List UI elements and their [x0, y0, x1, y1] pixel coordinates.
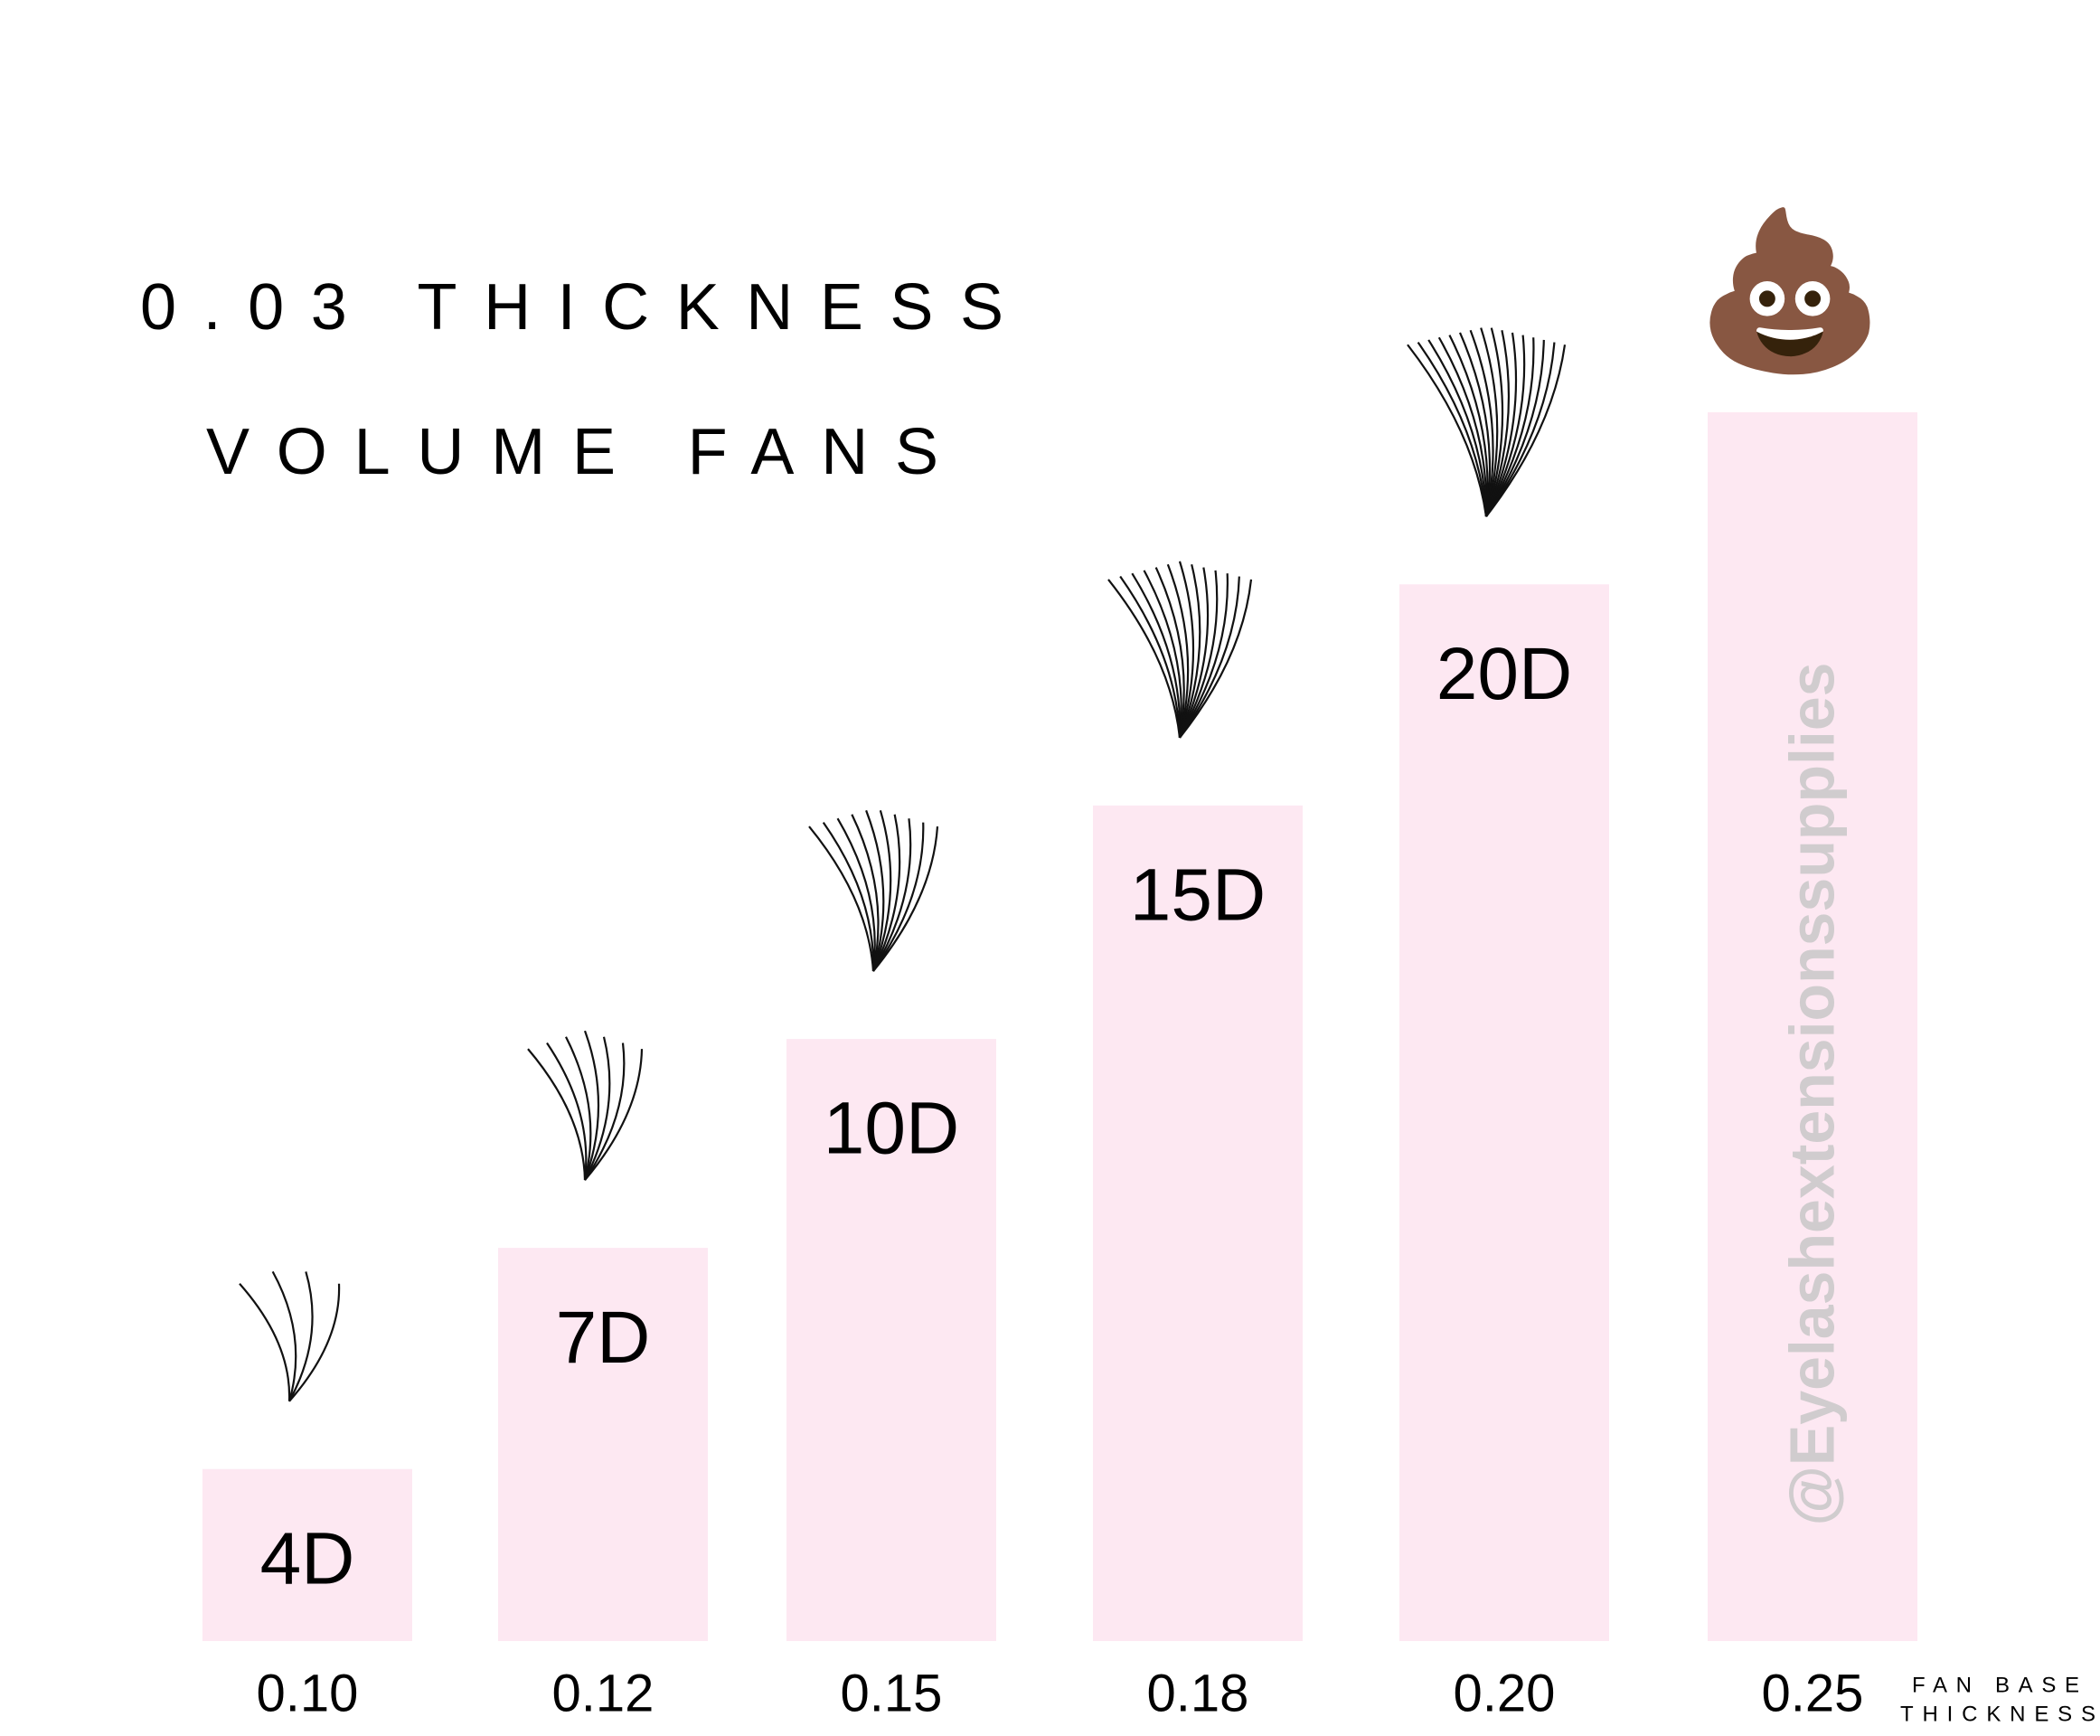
fan-label: 4D: [260, 1517, 355, 1599]
lash: [1469, 329, 1494, 517]
lash: [1448, 335, 1489, 517]
lash: [822, 822, 875, 972]
fan-label: 7D: [556, 1297, 651, 1379]
lash: [271, 1270, 297, 1402]
lash: [1119, 575, 1182, 738]
lash: [1427, 339, 1488, 517]
lash: [1178, 561, 1195, 739]
lash: [1179, 576, 1240, 739]
x-tick-label: 0.20: [1454, 1664, 1556, 1722]
lash: [565, 1036, 592, 1181]
lash: [872, 822, 925, 972]
lash: [1166, 563, 1190, 739]
lash: [1131, 572, 1182, 738]
lash: [872, 814, 901, 972]
lash: [836, 817, 876, 972]
lash: [1480, 327, 1499, 517]
top-icon: 💩: [1694, 203, 1886, 378]
watermark: @Eyelashextensionssupplies: [1776, 663, 1847, 1526]
lash: [1485, 344, 1567, 517]
lash: [1437, 336, 1488, 517]
x-tick-label: 0.12: [552, 1664, 654, 1722]
lash: [1484, 332, 1518, 517]
lash: [583, 1030, 600, 1181]
bar: [1708, 412, 1917, 1641]
bar: [1399, 584, 1609, 1641]
lash: [1484, 327, 1504, 517]
chart-title: 0.03 THICKNESS: [140, 271, 1003, 344]
lash: [584, 1049, 644, 1181]
bar: [202, 1468, 412, 1641]
bar: [498, 1248, 708, 1641]
lash: [584, 1036, 611, 1181]
lash: [851, 814, 880, 972]
lash: [1143, 570, 1182, 739]
lash: [1484, 330, 1511, 517]
lash: [872, 818, 912, 972]
x-tick-label: 0.25: [1762, 1664, 1864, 1722]
chart-title: VOLUME FANS: [206, 416, 938, 488]
lash: [1178, 567, 1210, 739]
x-axis-label: THICKNESS: [1900, 1702, 2095, 1726]
lash: [1417, 341, 1488, 517]
x-tick-label: 0.15: [841, 1664, 943, 1722]
lash: [1154, 567, 1185, 739]
lash: [1485, 342, 1556, 517]
bar: [786, 1039, 996, 1641]
bar: [1093, 805, 1303, 1641]
fan-label: 20D: [1436, 633, 1572, 715]
lash: [527, 1048, 587, 1181]
fan-label: 10D: [824, 1088, 959, 1170]
lash: [1179, 570, 1219, 739]
lash: [1407, 344, 1488, 517]
lash: [584, 1043, 626, 1181]
lash: [1485, 337, 1535, 517]
lash: [872, 826, 939, 972]
lash: [871, 810, 892, 972]
lash: [1107, 579, 1182, 738]
lash: [1458, 332, 1492, 517]
lash: [546, 1042, 588, 1181]
lash: [288, 1283, 341, 1402]
lash: [1179, 579, 1253, 739]
lash: [239, 1283, 291, 1401]
lash: [865, 809, 885, 972]
lash: [1178, 563, 1201, 739]
x-tick-label: 0.18: [1147, 1664, 1249, 1722]
lash: [1485, 335, 1526, 517]
x-tick-label: 0.10: [257, 1664, 359, 1722]
lash: [288, 1271, 314, 1402]
lash: [808, 826, 875, 972]
lash: [1485, 339, 1545, 517]
lash: [1179, 573, 1229, 739]
fan-label: 15D: [1130, 854, 1266, 937]
x-axis-label: FAN BASE: [1912, 1673, 2079, 1697]
